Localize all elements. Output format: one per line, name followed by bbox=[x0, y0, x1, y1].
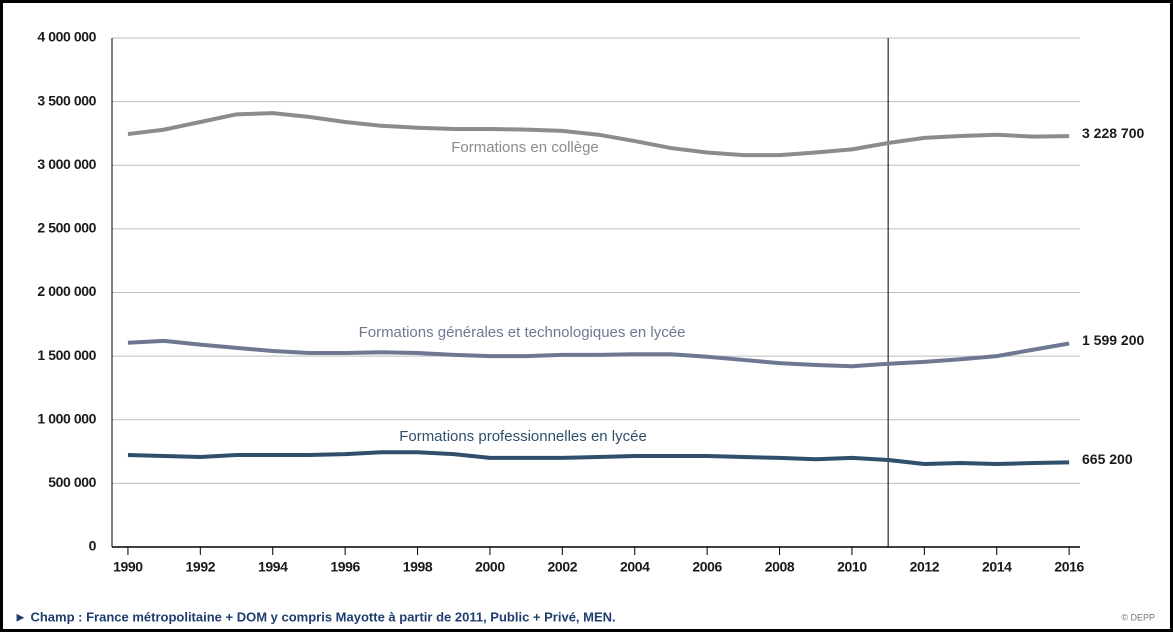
x-tick-label: 2014 bbox=[982, 559, 1012, 575]
x-tick-label: 2008 bbox=[765, 559, 795, 575]
x-tick-label: 2006 bbox=[692, 559, 722, 575]
series-label: Formations générales et technologiques e… bbox=[359, 324, 686, 341]
x-tick-label: 1992 bbox=[186, 559, 216, 575]
value-label: 1 599 200 bbox=[1082, 332, 1144, 348]
series-line bbox=[127, 450, 1070, 467]
x-tick-label: 1998 bbox=[403, 559, 433, 575]
value-label: 665 200 bbox=[1082, 451, 1133, 467]
series-line bbox=[127, 338, 1070, 369]
footnote: ► Champ : France métropolitaine + DOM y … bbox=[14, 609, 616, 624]
y-tick-label: 0 bbox=[89, 538, 97, 554]
y-tick-label: 1 000 000 bbox=[37, 410, 96, 426]
x-tick-label: 1990 bbox=[113, 559, 143, 575]
y-tick-label: 1 500 000 bbox=[37, 347, 96, 363]
x-tick-label: 2000 bbox=[475, 559, 505, 575]
y-tick-label: 500 000 bbox=[48, 474, 96, 490]
x-tick-label: 2010 bbox=[837, 559, 867, 575]
x-tick-label: 1996 bbox=[330, 559, 360, 575]
y-tick-label: 4 000 000 bbox=[37, 29, 96, 45]
source: © DEPP bbox=[1121, 612, 1155, 622]
x-tick-label: 2016 bbox=[1054, 559, 1084, 575]
y-tick-label: 2 000 000 bbox=[37, 283, 96, 299]
x-tick-label: 2002 bbox=[548, 559, 578, 575]
value-label: 3 228 700 bbox=[1082, 125, 1144, 141]
y-tick-label: 2 500 000 bbox=[37, 220, 96, 236]
x-tick-label: 2012 bbox=[910, 559, 940, 575]
y-tick-label: 3 000 000 bbox=[37, 156, 96, 172]
x-tick-label: 2004 bbox=[620, 559, 650, 575]
series-line bbox=[127, 111, 1070, 158]
x-tick-label: 1994 bbox=[258, 559, 288, 575]
series-label: Formations professionnelles en lycée bbox=[399, 428, 647, 445]
y-tick-label: 3 500 000 bbox=[37, 92, 96, 108]
series-label: Formations en collège bbox=[451, 139, 599, 156]
